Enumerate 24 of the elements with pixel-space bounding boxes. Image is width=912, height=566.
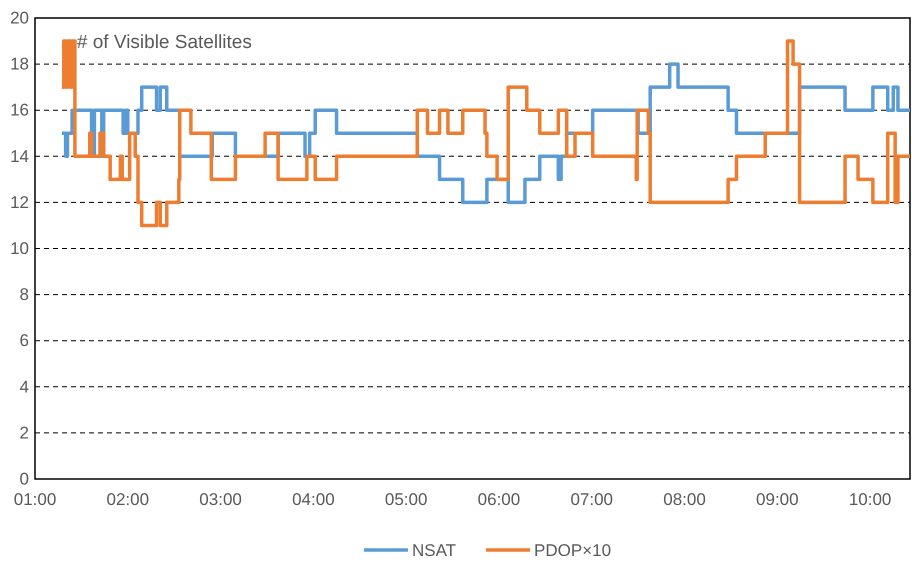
- y-tick-label: 6: [20, 331, 29, 350]
- x-tick-label: 04:00: [292, 490, 335, 510]
- legend-label: NSAT: [412, 541, 456, 560]
- y-tick-label: 10: [10, 238, 29, 258]
- x-tick-label: 08:00: [663, 490, 706, 510]
- x-tick-label: 09:00: [756, 490, 799, 510]
- x-tick-label: 01:00: [14, 490, 56, 510]
- x-tick-label: 03:00: [199, 490, 242, 510]
- y-tick-label: 14: [10, 146, 29, 166]
- y-tick-label: 8: [20, 285, 29, 304]
- y-tick-label: 18: [10, 54, 29, 74]
- y-tick-label: 2: [20, 423, 29, 442]
- text: # of Visible Satellites: [76, 32, 252, 53]
- y-tick-label: 4: [20, 377, 29, 396]
- x-tick-label: 10:00: [848, 490, 892, 510]
- y-tick-label: 0: [20, 469, 29, 488]
- y-tick-label: 12: [10, 192, 29, 212]
- x-tick-label: 06:00: [478, 490, 520, 510]
- y-tick-label: 16: [10, 100, 29, 120]
- y-tick-label: 20: [10, 8, 29, 28]
- legend-label: PDOP×10: [534, 541, 612, 560]
- x-tick-label: 05:00: [384, 490, 428, 510]
- x-tick-label: 07:00: [570, 490, 614, 510]
- x-tick-label: 02:00: [106, 490, 150, 510]
